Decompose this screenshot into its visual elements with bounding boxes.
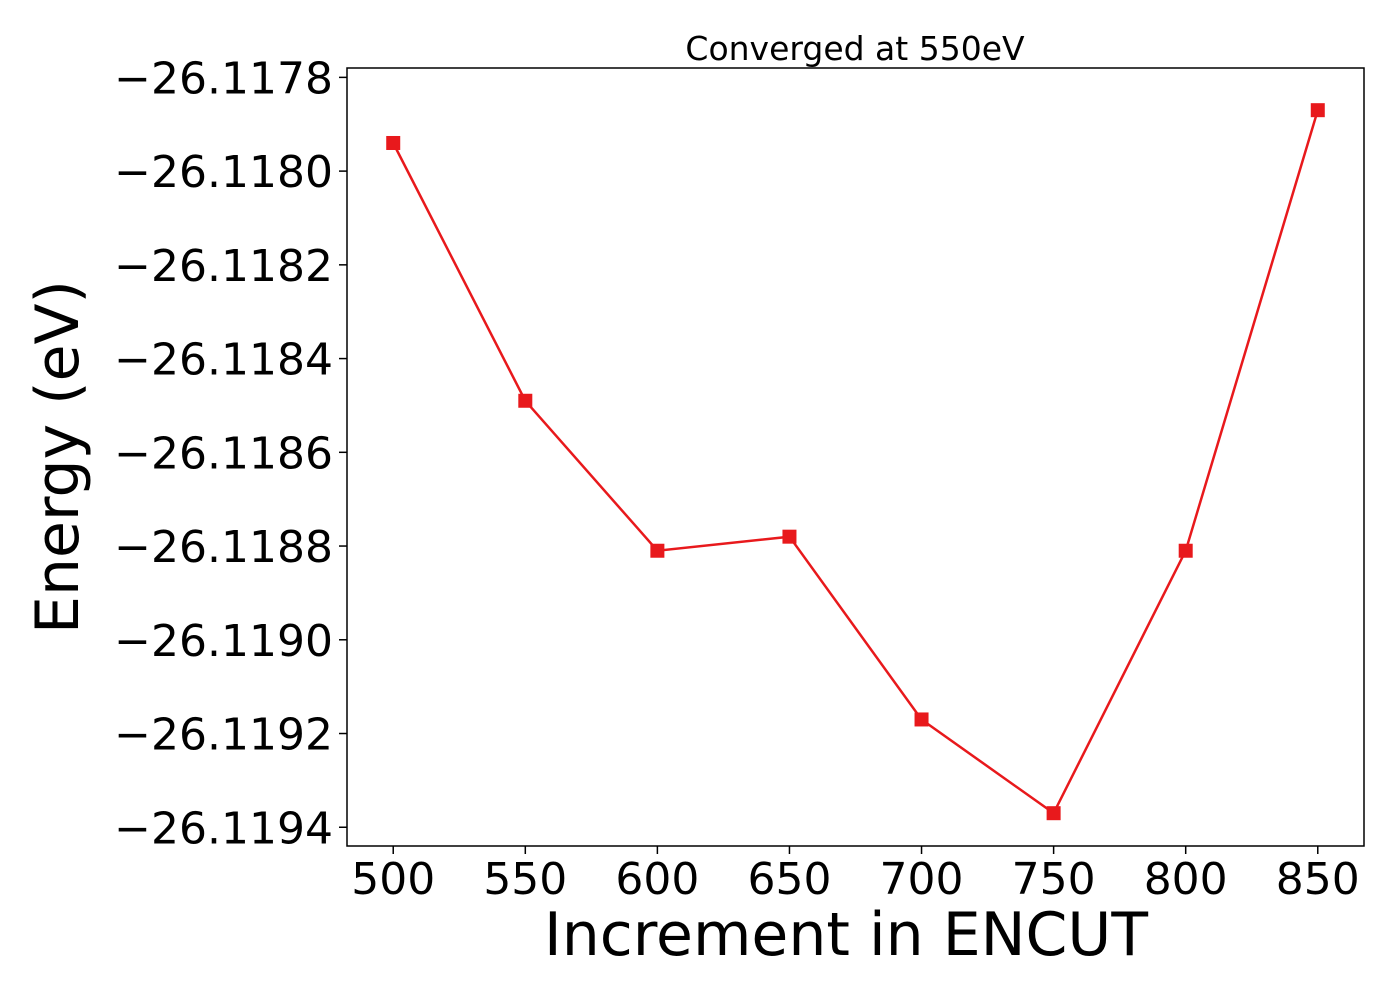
data-point: [1046, 806, 1061, 821]
x-axis-title: Increment in ENCUT: [544, 900, 1148, 970]
series-line: [392, 109, 1319, 816]
data-point: [386, 135, 401, 150]
y-tick-label: −26.1188: [114, 522, 333, 573]
data-point: [782, 529, 797, 544]
data-point: [1178, 543, 1193, 558]
y-tick-label: −26.1184: [114, 335, 333, 386]
y-tick-label: −26.1180: [114, 147, 333, 198]
plot-frame: [346, 67, 1365, 847]
x-tick-label: 600: [615, 854, 699, 905]
x-tick-label: 850: [1276, 854, 1360, 905]
data-point: [650, 543, 665, 558]
x-tick-label: 500: [351, 854, 435, 905]
x-tick-label: 800: [1144, 854, 1228, 905]
series-layer: [386, 103, 1325, 821]
chart-title: Converged at 550eV: [685, 29, 1025, 68]
data-point: [518, 393, 533, 408]
y-tick-label: −26.1178: [114, 53, 333, 104]
y-tick-label: −26.1182: [114, 241, 333, 292]
y-tick-label: −26.1192: [114, 710, 333, 761]
data-point: [914, 712, 929, 727]
y-tick-label: −26.1190: [114, 616, 333, 667]
x-tick-label: 550: [483, 854, 567, 905]
y-axis-title: Energy (eV): [23, 280, 93, 634]
x-tick-label: 650: [747, 854, 831, 905]
x-axis: 500 550 600 650 700 750 800 850: [351, 846, 1360, 905]
x-tick-label: 750: [1012, 854, 1096, 905]
plot-area: [346, 67, 1365, 847]
y-axis: −26.1178 −26.1180 −26.1182 −26.1184 −26.1186…: [114, 53, 347, 854]
x-tick-label: 700: [880, 854, 964, 905]
y-tick-label: −26.1194: [114, 803, 333, 854]
data-point: [1310, 103, 1325, 118]
y-tick-label: −26.1186: [114, 428, 333, 479]
